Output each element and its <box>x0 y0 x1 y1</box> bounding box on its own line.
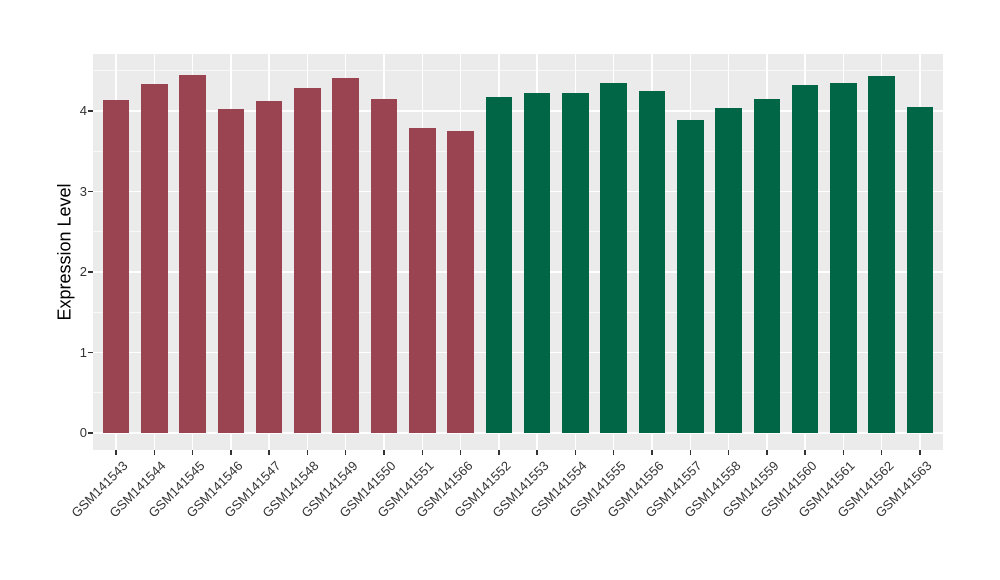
x-tick-mark <box>842 450 845 455</box>
y-tick-label: 0 <box>79 425 87 440</box>
y-tick-mark <box>88 351 93 354</box>
y-tick-mark <box>88 190 93 193</box>
bar-GSM141563 <box>906 106 934 433</box>
gridline-minor <box>93 311 943 313</box>
x-tick-mark <box>651 450 653 455</box>
y-tick-label: 2 <box>79 264 87 279</box>
bar-GSM141555 <box>600 82 627 433</box>
plot-panel <box>93 54 943 450</box>
x-tick-mark <box>421 450 424 455</box>
x-tick-mark <box>306 450 309 455</box>
x-tick-mark <box>115 450 117 455</box>
bar-GSM141546 <box>217 108 245 433</box>
bar-GSM141560 <box>791 85 819 433</box>
x-tick-mark <box>804 450 806 455</box>
x-tick-mark <box>459 450 462 455</box>
gridline-major <box>93 351 943 354</box>
x-tick-mark <box>344 450 347 455</box>
bar-GSM141561 <box>830 82 857 433</box>
bar-GSM141550 <box>370 98 398 433</box>
y-tick-label: 4 <box>79 103 87 118</box>
gridline-minor <box>93 150 943 152</box>
x-tick-mark <box>689 450 692 455</box>
gridline-major <box>93 271 943 273</box>
y-axis-title: Expression Level <box>54 183 75 321</box>
x-tick-mark <box>153 450 155 455</box>
bar-GSM141547 <box>255 100 283 433</box>
bar-GSM141558 <box>715 107 742 433</box>
bar-GSM141549 <box>332 78 359 433</box>
bar-GSM141548 <box>294 88 321 433</box>
x-tick-mark <box>727 450 730 455</box>
bar-GSM141543 <box>102 99 130 433</box>
gridline-major <box>93 190 943 193</box>
y-tick-mark <box>88 271 93 273</box>
x-tick-mark <box>574 450 577 455</box>
bar-GSM141556 <box>638 90 666 433</box>
y-tick-mark <box>88 110 93 112</box>
bar-GSM141562 <box>868 76 895 433</box>
x-tick-mark <box>383 450 385 455</box>
y-tick-mark <box>88 432 93 434</box>
bar-GSM141557 <box>677 119 704 433</box>
bar-GSM141559 <box>753 98 781 433</box>
x-tick-mark <box>880 450 883 455</box>
gridline-major <box>93 432 943 434</box>
x-tick-mark <box>536 450 538 455</box>
x-tick-mark <box>612 450 615 455</box>
gridline-minor <box>93 392 943 394</box>
gridline-minor <box>93 70 943 72</box>
x-tick-mark <box>191 450 194 455</box>
bar-GSM141552 <box>485 97 513 433</box>
y-tick-label: 3 <box>79 183 87 199</box>
bar-GSM141551 <box>409 127 436 433</box>
y-tick-label: 1 <box>79 344 87 360</box>
bar-GSM141566 <box>447 131 474 433</box>
x-tick-mark <box>498 450 500 455</box>
bar-GSM141554 <box>562 93 589 433</box>
bar-GSM141545 <box>179 74 206 433</box>
bar-GSM141544 <box>141 84 168 433</box>
x-tick-mark <box>766 450 768 455</box>
gridline-major <box>93 110 943 112</box>
x-tick-mark <box>230 450 232 455</box>
gridline-minor <box>93 231 943 233</box>
bar-GSM141553 <box>523 92 551 433</box>
x-tick-mark <box>268 450 270 455</box>
x-tick-mark <box>919 450 921 455</box>
